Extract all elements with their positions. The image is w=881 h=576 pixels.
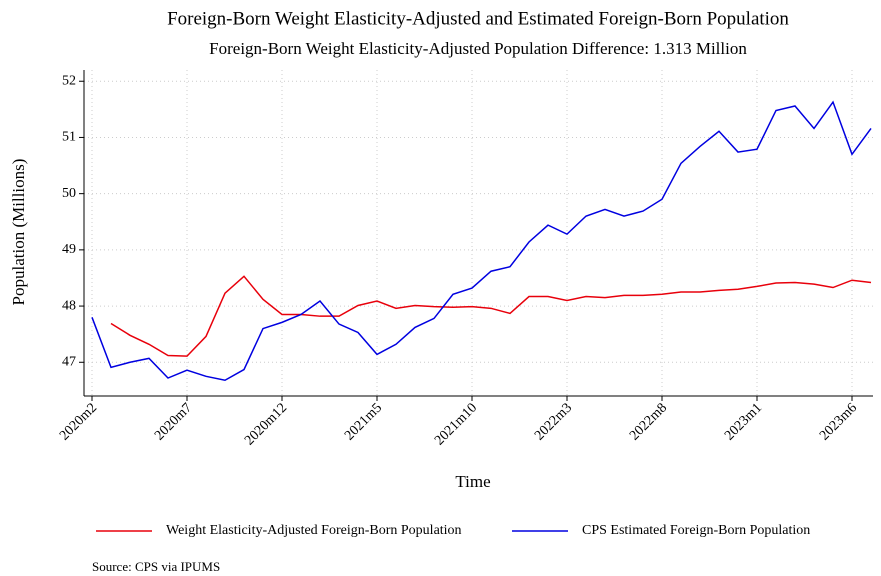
y-tick-label: 50 [62,186,76,201]
x-tick-label: 2023m6 [817,400,860,443]
series-line [110,275,872,357]
x-tick-label: 2021m5 [342,400,385,443]
x-tick-label: 2022m8 [627,400,670,443]
x-tick-label: 2023m1 [722,400,765,443]
series-line [91,100,872,382]
x-axis-label: Time [455,472,490,491]
y-tick-label: 47 [62,354,76,369]
chart-subtitle: Foreign-Born Weight Elasticity-Adjusted … [209,39,747,58]
chart-title: Foreign-Born Weight Elasticity-Adjusted … [167,8,789,29]
x-tick-label: 2020m12 [242,400,290,448]
x-tick-label: 2022m3 [532,400,575,443]
legend-label: Weight Elasticity-Adjusted Foreign-Born … [166,523,462,538]
y-tick-label: 51 [62,130,76,145]
y-tick-label: 52 [62,73,76,88]
y-axis-label: Population (Millions) [9,159,28,306]
x-tick-label: 2020m2 [57,400,100,443]
legend-label: CPS Estimated Foreign-Born Population [582,523,810,538]
y-tick-label: 48 [62,298,76,313]
x-tick-label: 2021m10 [432,400,480,448]
x-tick-label: 2020m7 [152,400,195,443]
source-note: Source: CPS via IPUMS [92,559,220,574]
y-tick-label: 49 [62,242,76,257]
